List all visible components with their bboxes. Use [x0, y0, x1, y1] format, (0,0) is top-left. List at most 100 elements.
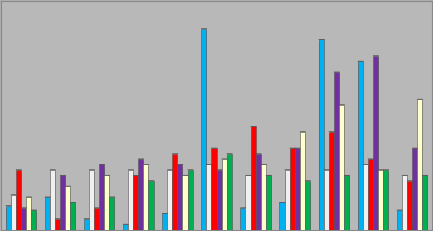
Bar	[329, 132, 334, 230]
Bar	[216, 170, 222, 230]
Bar	[344, 175, 349, 230]
Bar	[266, 175, 271, 230]
Bar	[129, 172, 134, 230]
Bar	[139, 161, 144, 230]
Bar	[60, 175, 65, 230]
Bar	[227, 156, 233, 230]
Bar	[261, 164, 266, 230]
Bar	[16, 170, 21, 230]
Bar	[110, 197, 114, 230]
Bar	[284, 170, 290, 230]
Bar	[378, 170, 383, 230]
Bar	[290, 148, 295, 230]
Bar	[84, 219, 89, 230]
Bar	[138, 159, 143, 230]
Bar	[188, 172, 194, 230]
Bar	[222, 159, 226, 230]
Bar	[105, 177, 110, 230]
Bar	[422, 175, 427, 230]
Bar	[359, 63, 363, 230]
Bar	[295, 148, 300, 230]
Bar	[256, 156, 262, 230]
Bar	[240, 208, 246, 230]
Bar	[89, 170, 94, 230]
Bar	[339, 105, 344, 230]
Bar	[211, 148, 216, 230]
Bar	[222, 161, 227, 230]
Bar	[403, 177, 408, 230]
Bar	[217, 172, 222, 230]
Bar	[99, 164, 104, 230]
Bar	[110, 199, 115, 230]
Bar	[84, 221, 90, 230]
Bar	[45, 199, 51, 230]
Bar	[251, 126, 255, 230]
Bar	[172, 154, 178, 230]
Bar	[280, 205, 285, 230]
Bar	[201, 29, 207, 230]
Bar	[124, 226, 129, 230]
Bar	[330, 134, 335, 230]
Bar	[397, 210, 402, 230]
Bar	[65, 186, 70, 230]
Bar	[100, 167, 105, 230]
Bar	[306, 183, 311, 230]
Bar	[246, 177, 251, 230]
Bar	[423, 177, 428, 230]
Bar	[383, 170, 388, 230]
Bar	[55, 219, 60, 230]
Bar	[384, 172, 389, 230]
Bar	[144, 167, 149, 230]
Bar	[212, 150, 217, 230]
Bar	[104, 175, 110, 230]
Bar	[300, 132, 305, 230]
Bar	[319, 42, 324, 230]
Bar	[246, 175, 251, 230]
Bar	[61, 177, 66, 230]
Bar	[51, 172, 56, 230]
Bar	[226, 154, 232, 230]
Bar	[149, 181, 154, 230]
Bar	[123, 224, 128, 230]
Bar	[262, 167, 266, 230]
Bar	[408, 183, 413, 230]
Bar	[202, 31, 207, 230]
Bar	[323, 170, 329, 230]
Bar	[368, 159, 373, 230]
Bar	[163, 216, 168, 230]
Bar	[363, 164, 368, 230]
Bar	[162, 213, 167, 230]
Bar	[90, 172, 95, 230]
Bar	[241, 210, 246, 230]
Bar	[173, 156, 178, 230]
Bar	[12, 197, 16, 230]
Bar	[251, 128, 256, 230]
Bar	[397, 212, 403, 230]
Bar	[6, 206, 11, 230]
Bar	[178, 167, 183, 230]
Bar	[45, 197, 50, 230]
Bar	[412, 148, 417, 230]
Bar	[279, 202, 284, 230]
Bar	[363, 167, 368, 230]
Bar	[305, 181, 310, 230]
Bar	[373, 56, 378, 230]
Bar	[134, 177, 139, 230]
Bar	[358, 61, 363, 230]
Bar	[335, 74, 339, 230]
Bar	[149, 183, 154, 230]
Bar	[56, 221, 61, 230]
Bar	[301, 134, 306, 230]
Bar	[374, 58, 379, 230]
Bar	[71, 205, 76, 230]
Bar	[70, 202, 75, 230]
Bar	[167, 170, 172, 230]
Bar	[16, 172, 22, 230]
Bar	[345, 177, 350, 230]
Bar	[26, 197, 31, 230]
Bar	[183, 177, 188, 230]
Bar	[417, 99, 422, 230]
Bar	[418, 101, 423, 230]
Bar	[207, 167, 212, 230]
Bar	[291, 150, 295, 230]
